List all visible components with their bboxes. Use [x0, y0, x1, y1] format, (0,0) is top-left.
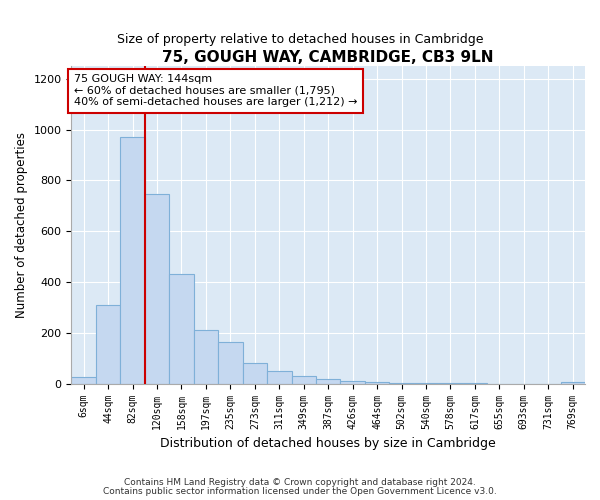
Bar [121, 138, 145, 384]
Bar [96, 305, 121, 384]
Bar [389, 383, 414, 384]
Bar [194, 330, 218, 384]
Bar [414, 383, 438, 384]
X-axis label: Distribution of detached houses by size in Cambridge: Distribution of detached houses by size … [160, 437, 496, 450]
Bar [169, 274, 194, 384]
Bar [242, 364, 267, 384]
Title: 75, GOUGH WAY, CAMBRIDGE, CB3 9LN: 75, GOUGH WAY, CAMBRIDGE, CB3 9LN [163, 50, 494, 65]
Y-axis label: Number of detached properties: Number of detached properties [15, 132, 28, 318]
Text: Contains HM Land Registry data © Crown copyright and database right 2024.: Contains HM Land Registry data © Crown c… [124, 478, 476, 487]
Bar [560, 382, 585, 384]
Bar [145, 194, 169, 384]
Bar [340, 381, 365, 384]
Bar [365, 382, 389, 384]
Bar [71, 378, 96, 384]
Bar [292, 376, 316, 384]
Text: 75 GOUGH WAY: 144sqm
← 60% of detached houses are smaller (1,795)
40% of semi-de: 75 GOUGH WAY: 144sqm ← 60% of detached h… [74, 74, 358, 108]
Bar [316, 378, 340, 384]
Bar [267, 371, 292, 384]
Text: Size of property relative to detached houses in Cambridge: Size of property relative to detached ho… [117, 32, 483, 46]
Bar [218, 342, 242, 384]
Text: Contains public sector information licensed under the Open Government Licence v3: Contains public sector information licen… [103, 486, 497, 496]
